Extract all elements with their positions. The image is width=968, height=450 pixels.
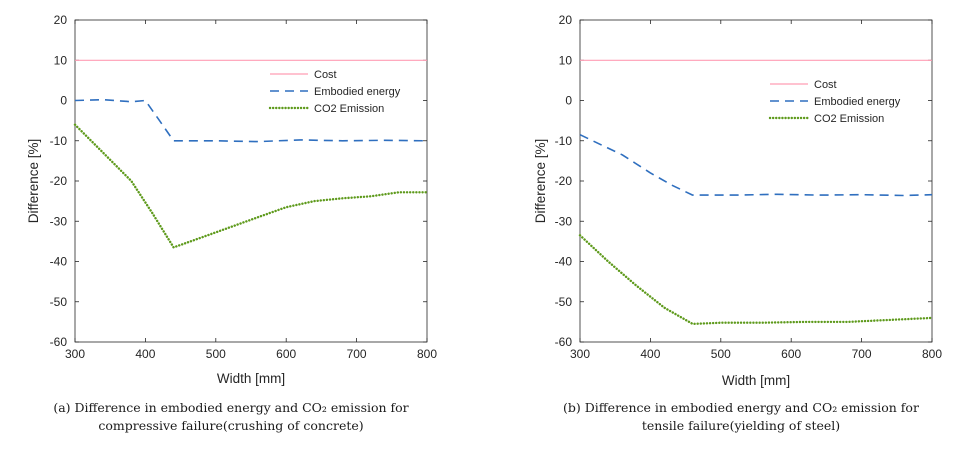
x-tick-label: 400 (640, 347, 660, 361)
series-line-co2-emission (73, 123, 429, 249)
series-line-embodied-energy (579, 133, 933, 197)
chart-panel-a: 20 10 0 -10 -20 -30 -40 -50 -60 300 400 500 600 700 8… (26, 13, 437, 433)
legend-label: Cost (814, 79, 837, 91)
x-tick-label: 500 (206, 347, 226, 361)
legend-label: Cost (314, 69, 337, 81)
y-ticks-a: 20 10 0 -10 -20 -30 -40 -50 -60 (50, 13, 427, 349)
x-tick-label: 500 (711, 347, 731, 361)
legend-label: CO2 Emission (814, 113, 884, 125)
y-tick-label: 0 (565, 94, 572, 108)
y-tick-label: -20 (555, 174, 573, 188)
caption-b-line2: tensile failure(yielding of steel) (642, 418, 840, 433)
y-ticks-b: 20 10 0 -10 -20 -30 -40 -50 -60 (555, 13, 932, 349)
caption-a-line2: compressive failure(crushing of concrete… (98, 418, 363, 433)
chart-panel-b: 20 10 0 -10 -20 -30 -40 -50 -60 300 400 500 600 700 8… (533, 13, 942, 433)
y-tick-label: -10 (555, 134, 573, 148)
x-tick-label: 600 (781, 347, 801, 361)
series-group-b (578, 59, 934, 326)
y-tick-label: -30 (50, 214, 68, 228)
x-tick-label: 300 (570, 347, 590, 361)
legend-b: Cost Embodied energy CO2 Emission (768, 79, 901, 125)
legend-label: Embodied energy (814, 96, 901, 108)
plot-area-a (74, 19, 428, 343)
y-tick-label: -20 (50, 174, 68, 188)
y-tick-label: -40 (50, 255, 68, 269)
y-tick-label: 0 (60, 94, 67, 108)
x-ticks-a: 300 400 500 600 700 800 (65, 20, 437, 361)
x-tick-label: 700 (347, 347, 367, 361)
x-tick-label: 600 (276, 347, 296, 361)
x-ticks-b: 300 400 500 600 700 800 (570, 20, 942, 361)
x-tick-label: 400 (135, 347, 155, 361)
x-tick-label: 800 (922, 347, 942, 361)
y-tick-label: -40 (555, 255, 573, 269)
plot-area-b (579, 19, 933, 343)
y-tick-label: 10 (559, 53, 573, 67)
legend-label: CO2 Emission (314, 103, 384, 115)
series-group-a (73, 59, 429, 249)
x-tick-label: 700 (852, 347, 872, 361)
y-axis-label-a: Difference [%] (26, 139, 41, 224)
caption-b-line1: (b) Difference in embodied energy and CO… (563, 400, 919, 415)
y-tick-label: -50 (555, 295, 573, 309)
x-axis-label-b: Width [mm] (722, 373, 790, 388)
x-tick-label: 800 (417, 347, 437, 361)
y-tick-label: -60 (50, 335, 68, 349)
series-line-embodied-energy (74, 98, 428, 143)
legend-a: Cost Embodied energy CO2 Emission (268, 69, 401, 115)
caption-a-line1: (a) Difference in embodied energy and CO… (53, 400, 408, 415)
y-tick-label: -10 (50, 134, 68, 148)
y-tick-label: -30 (555, 214, 573, 228)
y-tick-label: 10 (54, 53, 68, 67)
x-axis-label-a: Width [mm] (217, 371, 285, 386)
legend-label: Embodied energy (314, 86, 401, 98)
series-line-co2-emission (578, 234, 934, 326)
y-axis-label-b: Difference [%] (533, 139, 548, 224)
x-tick-label: 300 (65, 347, 85, 361)
y-tick-label: -60 (555, 335, 573, 349)
y-tick-label: 20 (559, 13, 573, 27)
y-tick-label: 20 (54, 13, 68, 27)
y-tick-label: -50 (50, 295, 68, 309)
